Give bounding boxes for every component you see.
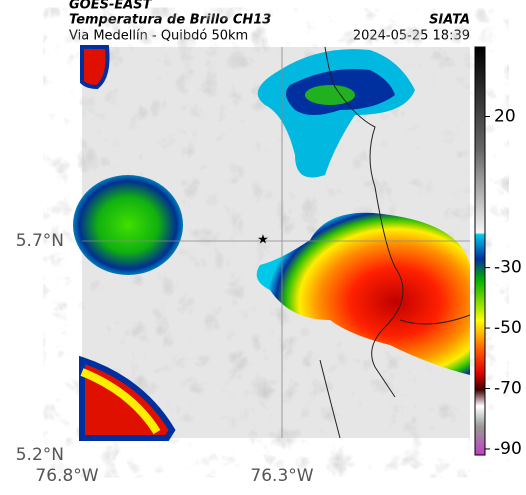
x-tick-label: 76.8°W bbox=[35, 466, 98, 486]
colorbar-tick-label: 20 bbox=[494, 107, 516, 127]
source: SIATA bbox=[429, 13, 470, 28]
colorbar-tick-label: -50 bbox=[494, 318, 522, 338]
colorbar-tick-label: -30 bbox=[494, 258, 522, 278]
y-tick-label: 5.7°N bbox=[16, 231, 64, 251]
route: Via Medellín - Quibdó 50km bbox=[69, 29, 248, 44]
x-tick-label: 76.3°W bbox=[250, 466, 313, 486]
product: Temperatura de Brillo CH13 bbox=[69, 13, 271, 28]
satellite: GOES-EAST bbox=[69, 0, 153, 13]
colorbar-tick-label: -90 bbox=[494, 439, 522, 459]
imagery: ★ bbox=[73, 45, 471, 441]
y-tick-label: 5.2°N bbox=[16, 445, 64, 465]
colorbar bbox=[474, 46, 486, 456]
svg-text:★: ★ bbox=[257, 233, 269, 248]
colorbar-tick-label: -70 bbox=[494, 379, 522, 399]
datetime: 2024-05-25 18:39 bbox=[353, 29, 470, 44]
